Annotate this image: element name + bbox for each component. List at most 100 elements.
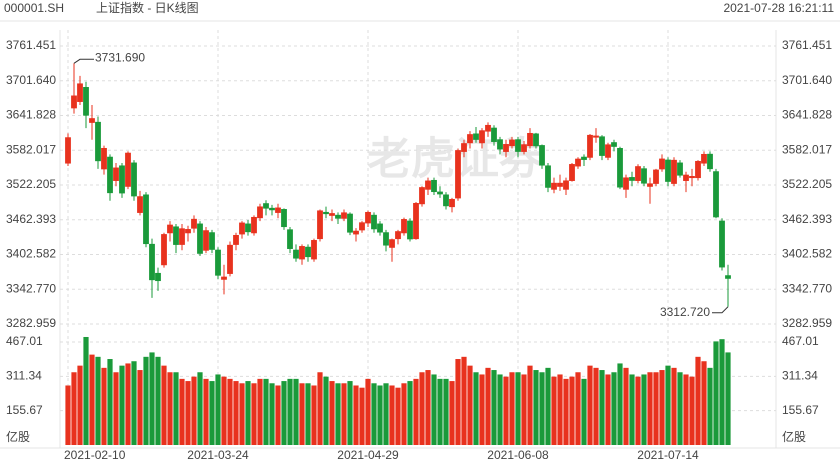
candle-body xyxy=(587,134,593,158)
candle-body xyxy=(653,169,659,184)
volume-bar xyxy=(215,374,221,445)
volume-tick-label: 467.01 xyxy=(6,334,43,348)
volume-bar xyxy=(569,376,575,445)
volume-bar xyxy=(101,367,107,445)
min-label: 3312.720 xyxy=(660,305,710,319)
candle-body xyxy=(485,124,491,132)
candle-body xyxy=(719,220,725,268)
candle-body xyxy=(383,232,389,246)
candle-body xyxy=(623,177,629,190)
candle-body xyxy=(389,239,395,248)
volume-bar xyxy=(149,352,155,445)
candle-body xyxy=(557,182,563,187)
candle-body xyxy=(509,139,515,147)
candle-body xyxy=(197,223,203,254)
volume-bar xyxy=(611,372,617,445)
volume-bar xyxy=(329,381,335,445)
candle-body xyxy=(371,214,377,230)
candle-body xyxy=(317,210,323,240)
candle-body xyxy=(179,228,185,245)
candle-body xyxy=(125,152,131,187)
candle-body xyxy=(413,202,419,240)
y-tick-label: 3582.017 xyxy=(6,142,56,156)
candle-body xyxy=(185,229,191,234)
volume-tick-label-right: 155.67 xyxy=(782,403,819,417)
volume-bar xyxy=(443,378,449,445)
volume-bar xyxy=(503,376,509,445)
candle-body xyxy=(629,177,635,181)
candle-body xyxy=(449,198,455,208)
volume-bar xyxy=(419,372,425,445)
y-tick-label-right: 3701.640 xyxy=(782,73,832,87)
candle-body xyxy=(83,87,89,116)
volume-bar xyxy=(89,354,95,445)
volume-bar xyxy=(203,378,209,445)
volume-tick-label-right: 467.01 xyxy=(782,334,819,348)
volume-bar xyxy=(605,374,611,445)
candle-body xyxy=(77,83,83,102)
volume-bar xyxy=(545,367,551,445)
candle-body xyxy=(155,272,161,282)
volume-bar xyxy=(71,372,77,445)
volume-bar xyxy=(539,372,545,445)
volume-bar xyxy=(617,363,623,445)
candle-body xyxy=(311,240,317,260)
candle-body xyxy=(575,158,581,167)
candle-body xyxy=(701,153,707,164)
candle-body xyxy=(515,139,521,152)
candle-body xyxy=(161,234,167,266)
volume-bar xyxy=(635,376,641,445)
candle-body xyxy=(107,156,113,194)
candle-body xyxy=(545,165,551,188)
x-tick-label: 2021-03-24 xyxy=(187,448,249,462)
x-tick-label: 2021-06-08 xyxy=(487,448,549,462)
candle-body xyxy=(395,231,401,240)
y-tick-label: 3761.451 xyxy=(6,38,56,52)
candle-body xyxy=(335,214,341,219)
candle-body xyxy=(647,183,653,187)
volume-bar xyxy=(65,385,71,445)
candle-body xyxy=(503,144,509,152)
candle-body xyxy=(491,127,497,142)
volume-bar xyxy=(209,381,215,445)
candle-body xyxy=(71,95,77,109)
volume-bar xyxy=(491,370,497,445)
volume-bar xyxy=(389,385,395,445)
volume-bar xyxy=(557,374,563,445)
candle-body xyxy=(527,132,533,147)
volume-bar xyxy=(191,376,197,445)
y-tick-label-right: 3282.959 xyxy=(782,316,832,330)
volume-bar xyxy=(293,378,299,445)
volume-bar xyxy=(377,385,383,445)
volume-bar xyxy=(83,336,89,445)
volume-bar xyxy=(623,367,629,445)
volume-bar xyxy=(341,383,347,445)
volume-bar xyxy=(629,374,635,445)
candle-body xyxy=(119,165,125,194)
volume-bar xyxy=(509,372,515,445)
volume-bar xyxy=(533,370,539,445)
volume-bar xyxy=(671,367,677,445)
volume-tick-label: 155.67 xyxy=(6,403,43,417)
candle-body xyxy=(563,180,569,190)
volume-bar xyxy=(239,383,245,445)
candle-body xyxy=(227,244,233,274)
candle-body xyxy=(245,223,251,233)
candle-body xyxy=(671,159,677,184)
y-tick-label-right: 3641.828 xyxy=(782,108,832,122)
volume-bar xyxy=(677,372,683,445)
volume-bar xyxy=(515,372,521,445)
volume-bar xyxy=(647,372,653,445)
volume-bar xyxy=(581,378,587,445)
candle-body xyxy=(497,139,503,150)
candle-body xyxy=(149,243,155,281)
volume-bar xyxy=(185,381,191,445)
min-leader xyxy=(712,306,729,314)
volume-bar xyxy=(593,367,599,445)
x-tick-label: 2021-02-10 xyxy=(64,448,126,462)
volume-bar xyxy=(179,378,185,445)
candle-body xyxy=(173,226,179,245)
volume-bar xyxy=(467,365,473,445)
candle-body xyxy=(431,179,437,193)
